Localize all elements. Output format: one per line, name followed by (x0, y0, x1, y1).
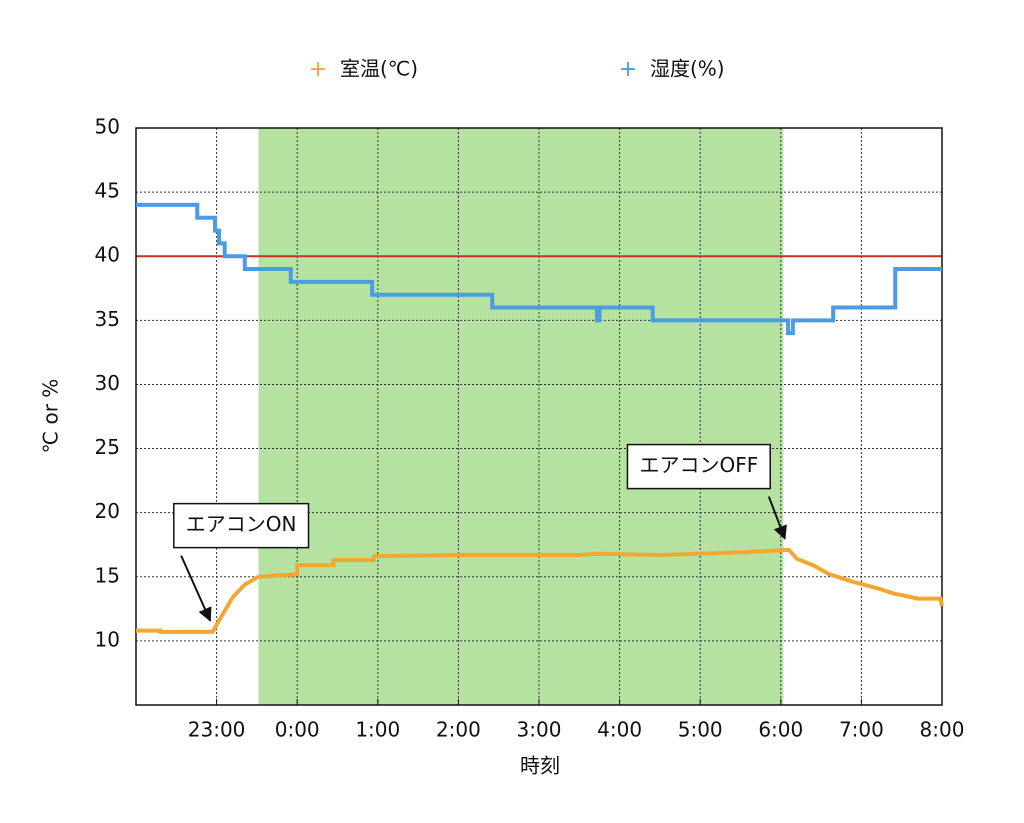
series-line (136, 202, 942, 336)
annotation-arrow (180, 555, 212, 622)
x-tick-label: 8:00 (920, 718, 965, 742)
y-tick-label: 10 (95, 627, 120, 651)
annotation-text: エアコンON (186, 512, 297, 536)
y-tick-label: 40 (95, 243, 120, 267)
annotation-box (173, 502, 310, 549)
x-tick-label: 23:00 (188, 718, 246, 742)
annotation-text: エアコンOFF (639, 453, 758, 477)
y-tick-label: 30 (95, 371, 120, 395)
legend-label: 室温(℃) (340, 57, 418, 81)
y-tick-label: 35 (95, 307, 120, 331)
legend-marker: + (619, 57, 637, 82)
y-tick-label: 20 (95, 499, 120, 523)
x-tick-label: 1:00 (355, 718, 400, 742)
x-tick-label: 6:00 (758, 718, 803, 742)
y-tick-label: 50 (95, 115, 120, 139)
x-tick-label: 4:00 (597, 718, 642, 742)
x-tick-label: 2:00 (436, 718, 481, 742)
x-axis-label: 時刻 (520, 754, 560, 778)
x-tick-label: 7:00 (839, 718, 884, 742)
annotation-box (626, 443, 771, 490)
x-tick-label: 5:00 (678, 718, 723, 742)
series-line (136, 547, 944, 634)
y-axis-label: ℃ or % (39, 379, 63, 454)
plot-frame (135, 127, 943, 706)
x-tick-label: 0:00 (275, 718, 320, 742)
y-tick-label: 45 (95, 179, 120, 203)
annotation-arrow (767, 496, 787, 540)
legend-marker: + (309, 57, 327, 82)
x-tick-label: 3:00 (517, 718, 562, 742)
y-tick-label: 25 (95, 435, 120, 459)
shaded-span (258, 128, 784, 705)
legend-label: 湿度(%) (650, 57, 725, 81)
y-tick-label: 15 (95, 563, 120, 587)
